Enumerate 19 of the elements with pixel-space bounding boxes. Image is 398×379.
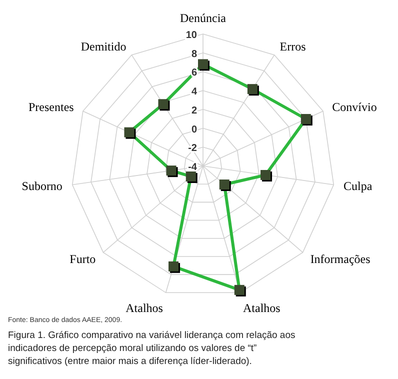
y-tick-label: 0 <box>191 124 198 136</box>
spoke-label: Convívio <box>332 100 377 114</box>
spoke-label: Suborno <box>22 179 62 194</box>
spoke-label: Informações <box>310 252 371 266</box>
y-tick-label: -4 <box>188 162 198 173</box>
text: Figura 1. Gráfico comparativo na variável liderança com relação aos indicadores de percepção moral utilizando os valores de “t” significativos (entre maior mais a diferença líder-liderado). <box>8 330 296 367</box>
spoke-label: Culpa <box>344 179 373 194</box>
spoke-label: Denúncia <box>180 11 227 25</box>
spoke-label: Atalhos <box>243 301 281 316</box>
y-tick-label: 8 <box>191 48 198 60</box>
spoke-label: Presentes <box>28 100 74 114</box>
spoke-label: Demitido <box>80 40 126 54</box>
spoke-label: Atalhos <box>126 301 164 316</box>
y-tick-label: 10 <box>186 30 198 41</box>
spoke-label: Furto <box>70 252 96 266</box>
spoke-label: Erros <box>280 40 306 54</box>
y-tick-label: 2 <box>191 105 198 116</box>
y-tick-label: 4 <box>191 86 198 98</box>
y-tick-label: -2 <box>188 143 198 154</box>
